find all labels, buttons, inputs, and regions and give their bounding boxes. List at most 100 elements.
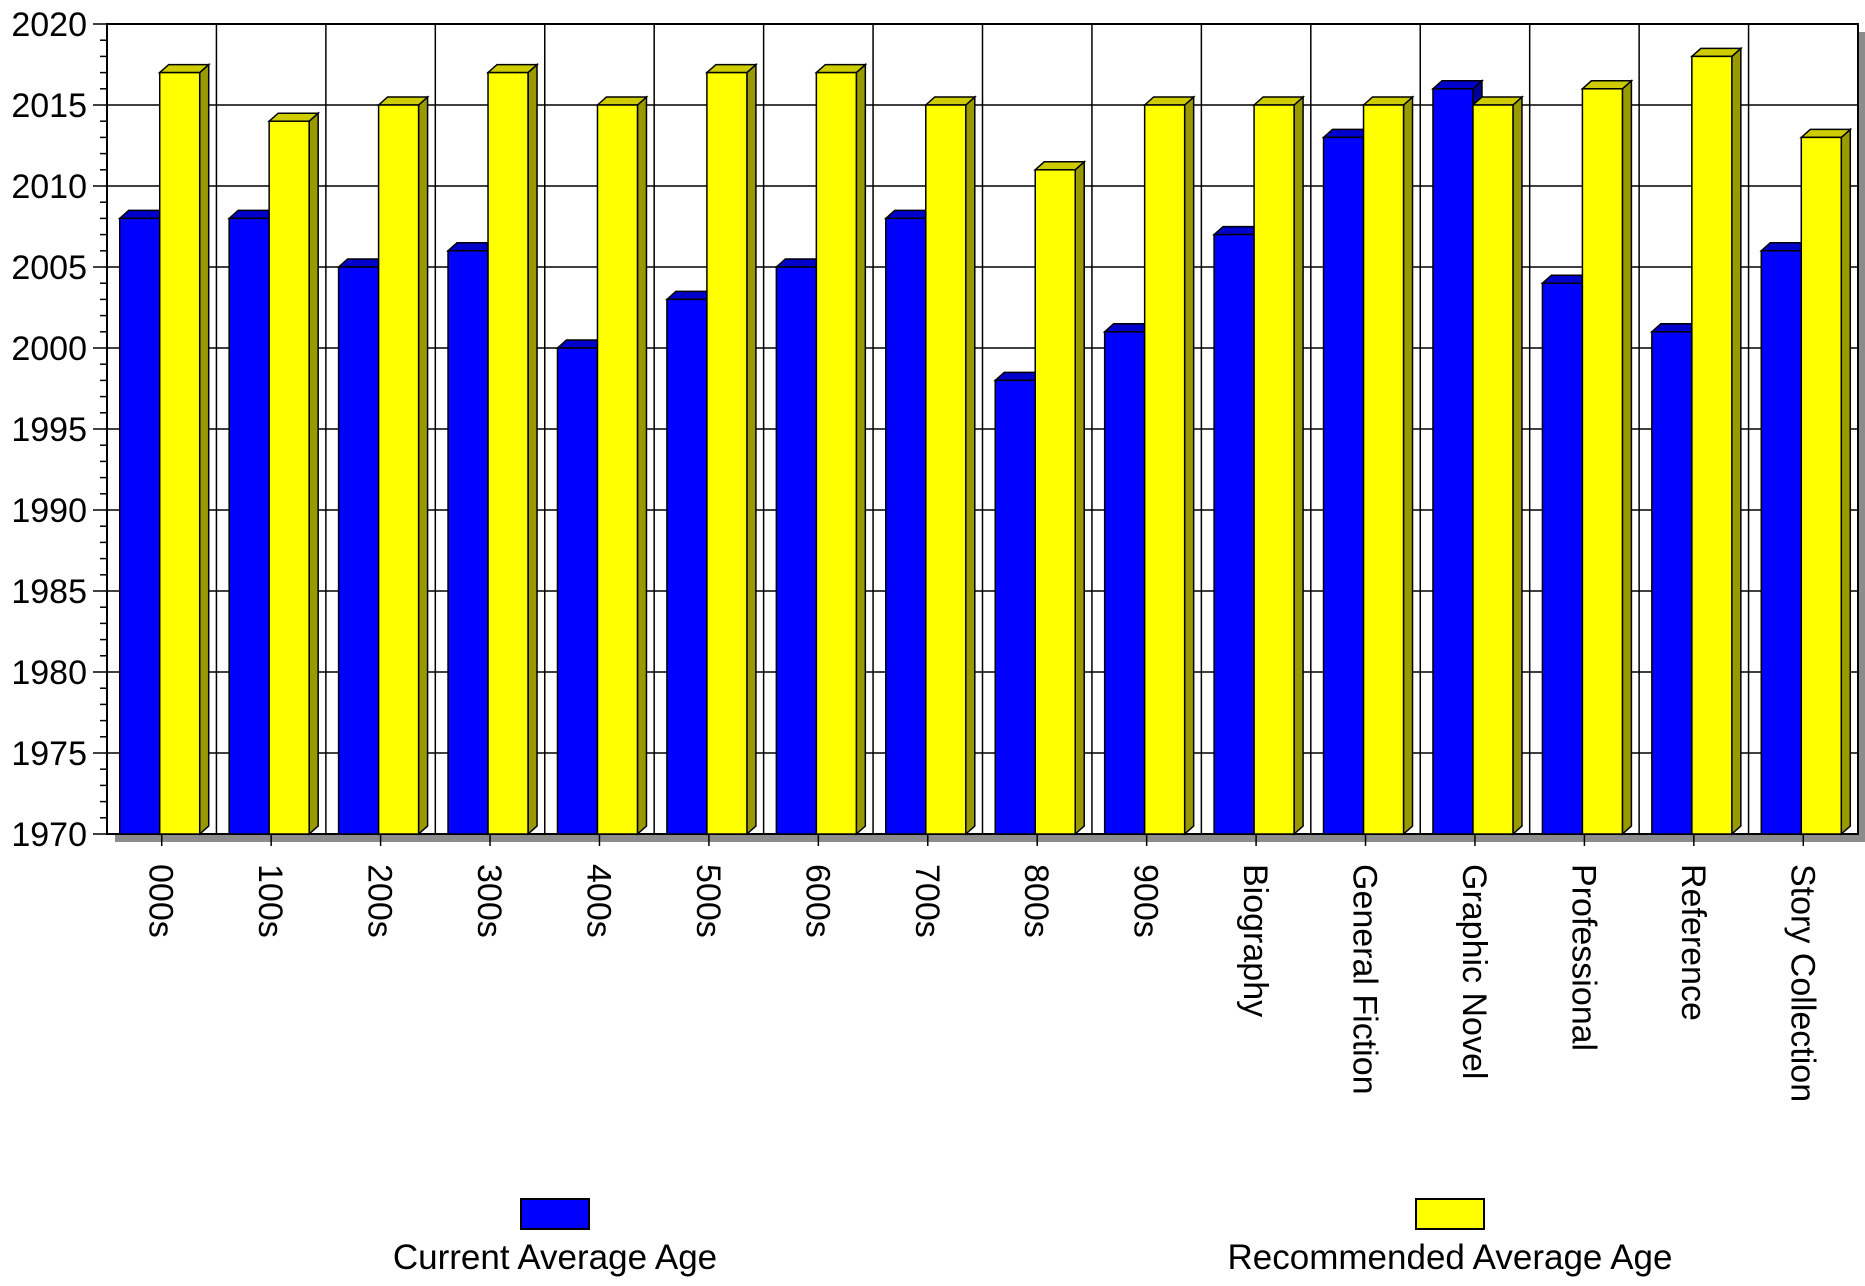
x-tick-label: 600s: [798, 864, 836, 938]
bar-recommended: [268, 120, 310, 835]
y-tick-label: 1970: [11, 816, 87, 854]
x-tick-label: Reference: [1674, 864, 1712, 1021]
bar-side-recommended: [1512, 95, 1523, 836]
bar-current: [1432, 88, 1474, 835]
x-tick-label: 700s: [908, 864, 946, 938]
bar-top-recommended: [1033, 161, 1087, 171]
bar-current: [1541, 282, 1584, 835]
bar-current: [994, 379, 1036, 835]
bar-top-recommended: [1470, 96, 1524, 106]
x-tick-label: Professional: [1564, 864, 1602, 1051]
legend-item-current: Current Average Age: [295, 1198, 815, 1278]
bar-top-recommended: [1361, 96, 1415, 106]
bar-current: [1322, 136, 1365, 835]
bar-top-recommended: [814, 63, 868, 74]
y-tick-label: 1990: [11, 492, 87, 530]
bar-top-recommended: [595, 96, 649, 106]
x-tick-label: 400s: [579, 864, 617, 938]
bar-top-recommended: [1142, 96, 1196, 106]
bar-recommended: [596, 104, 639, 835]
bar-current: [447, 250, 489, 835]
bar-side-recommended: [198, 62, 210, 836]
bar-top-recommended: [1580, 80, 1634, 90]
bar-recommended: [1253, 104, 1295, 835]
x-tick-label: 500s: [689, 864, 727, 938]
bar-recommended: [706, 71, 748, 835]
bar-recommended: [1143, 104, 1186, 835]
x-tick-label: Biography: [1236, 864, 1274, 1017]
chart-plot: 1970 1975 1980 1985 1990 1995 2000 2005 2010 2015…: [11, 6, 1865, 1102]
x-tick-label: 200s: [361, 864, 399, 938]
bar-top-recommended: [923, 96, 977, 106]
bar-side-recommended: [965, 95, 976, 836]
bar-current: [885, 217, 927, 835]
y-tick-label: 1980: [11, 654, 87, 692]
y-tick-label: 2015: [11, 87, 87, 125]
bar-top-current: [1430, 80, 1484, 90]
bar-recommended: [1472, 104, 1514, 835]
bar-side-recommended: [1183, 95, 1195, 836]
bar-side-recommended: [1074, 160, 1085, 836]
bar-current: [775, 266, 818, 835]
bar-recommended: [1691, 55, 1733, 835]
bar-recommended: [925, 104, 967, 835]
x-tick-label: Graphic Novel: [1455, 864, 1493, 1079]
bar-top-recommended: [267, 112, 321, 122]
bar-side-recommended: [1293, 95, 1304, 836]
bar-recommended: [1034, 169, 1076, 835]
bar-side-recommended: [1402, 95, 1414, 836]
bar-side-recommended: [308, 111, 319, 836]
x-tick-label: 300s: [470, 864, 508, 938]
legend-label-current: Current Average Age: [392, 1238, 718, 1277]
bar-side-recommended: [636, 95, 648, 836]
bar-side-recommended: [1621, 79, 1633, 836]
x-tick-label: 800s: [1017, 864, 1055, 938]
bar-side-recommended: [527, 62, 538, 836]
y-tick-label: 2010: [11, 168, 87, 206]
bar-top-recommended: [1252, 96, 1306, 106]
bar-top-recommended: [157, 63, 211, 74]
bar-side-recommended: [746, 62, 757, 836]
bar-side-recommended: [1840, 127, 1852, 836]
y-tick-label: 1985: [11, 573, 87, 611]
y-tick-label: 2000: [11, 330, 87, 368]
bar-top-recommended: [376, 96, 430, 106]
x-tick-label: 100s: [251, 864, 289, 938]
legend-swatch-current: [520, 1198, 590, 1230]
y-tick-label: 1995: [11, 411, 87, 449]
bar-recommended: [487, 71, 529, 835]
bar-current: [337, 266, 380, 835]
bar-recommended: [815, 71, 858, 835]
bar-current: [666, 298, 708, 835]
bar-side-recommended: [855, 62, 867, 836]
bar-current: [1760, 250, 1803, 835]
bar-top-recommended: [1689, 47, 1743, 58]
x-tick-label: Story Collection: [1783, 864, 1821, 1102]
bar-current: [118, 217, 161, 835]
bar-current: [228, 217, 270, 835]
legend-label-recommended: Recommended Average Age: [1227, 1238, 1673, 1277]
y-tick-label: 2005: [11, 249, 87, 287]
bar-current: [1651, 331, 1693, 835]
x-tick-label: General Fiction: [1346, 864, 1384, 1095]
bar-recommended: [1581, 88, 1624, 835]
bar-recommended: [158, 71, 201, 835]
y-tick-label: 1975: [11, 735, 87, 773]
x-tick-label: 900s: [1127, 864, 1165, 938]
bar-current: [1103, 331, 1146, 835]
bar-top-recommended: [1799, 128, 1853, 139]
bar-side-recommended: [417, 95, 429, 836]
bar-side-recommended: [1731, 46, 1742, 836]
bar-recommended: [1800, 136, 1843, 835]
bar-recommended: [377, 104, 420, 835]
y-tick-label: 2020: [11, 6, 87, 44]
legend-item-recommended: Recommended Average Age: [1190, 1198, 1710, 1278]
bar-top-recommended: [486, 63, 540, 74]
x-tick-label: 000s: [142, 864, 180, 938]
bar-current: [1213, 233, 1255, 835]
legend-swatch-recommended: [1415, 1198, 1485, 1230]
bar-top-recommended: [704, 63, 758, 74]
bar-current: [556, 347, 599, 835]
bar-recommended: [1362, 104, 1405, 835]
